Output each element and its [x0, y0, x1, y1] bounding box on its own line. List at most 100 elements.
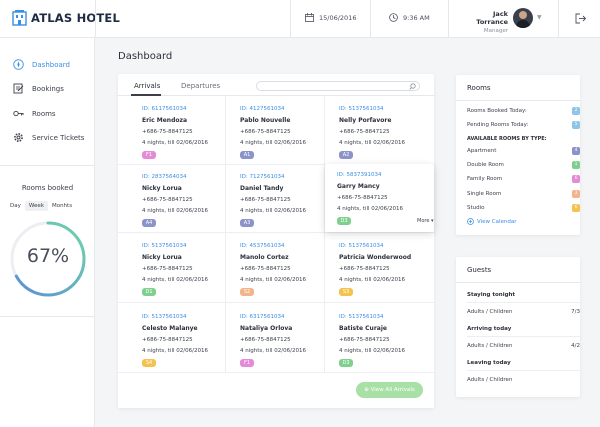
adults-children-label: Adults / Children	[467, 309, 513, 315]
tab-departures[interactable]: Departures	[181, 82, 221, 90]
period-months[interactable]: Monhts	[51, 203, 73, 209]
guest-card[interactable]: ID: 7127561034 Daniel Tandy +686-75-884712…	[240, 174, 338, 242]
guest-stay: 4 nights, till 02/06/2016	[339, 348, 405, 354]
guest-stay: 4 nights, till 02/06/2016	[142, 348, 208, 354]
pending-rooms-count: 5	[572, 121, 580, 129]
divider	[324, 96, 325, 372]
room-badge: D1	[142, 288, 156, 296]
rooms-card-title: Rooms	[467, 84, 491, 92]
guest-phone: +686-75-8847125	[142, 129, 193, 135]
guest-stay: 4 nights, till 02/06/2016	[142, 140, 208, 146]
top-bar: ATLAS HOTEL 15/06/2016 9:36 AM Jack Torr…	[0, 0, 600, 38]
period-week[interactable]: Week	[24, 201, 48, 211]
page-title: Dashboard	[118, 51, 173, 62]
staying-tonight-row: Adults / Children 7/3	[467, 309, 580, 315]
guest-stay: 4 nights, till 02/06/2016	[339, 140, 405, 146]
time-text: 9:36 AM	[403, 13, 430, 22]
room-badge: A4	[142, 219, 156, 227]
guest-stay: 4 nights, till 02/06/2016	[240, 208, 306, 214]
guest-phone: +686-75-8847125	[142, 197, 193, 203]
app-logo[interactable]: ATLAS HOTEL	[12, 10, 120, 26]
sidebar: Dashboard Bookings Rooms Service Tickets…	[0, 38, 95, 427]
room-type-row: Studio 6	[467, 203, 580, 212]
view-all-arrivals-button[interactable]: ⊕ View All Arrivals	[356, 382, 423, 398]
room-badge: F1	[240, 359, 254, 367]
adults-children-label: Adults / Children	[467, 377, 513, 383]
room-type-count: 6	[572, 203, 580, 212]
key-icon	[13, 110, 24, 117]
guest-phone: +686-75-8847125	[240, 197, 291, 203]
divider	[467, 302, 580, 303]
guest-card[interactable]: ID: 4537561034 Manolo Cortez +686-75-88471…	[240, 243, 338, 311]
room-type-count: 6	[572, 175, 580, 184]
guest-id: ID: 4537561034	[240, 243, 285, 249]
user-role: Manager	[483, 28, 508, 34]
rooms-booked-value: 67%	[26, 245, 70, 267]
divider	[370, 0, 371, 38]
guest-id: ID: 5137561034	[142, 314, 187, 320]
room-type-label: Studio	[467, 204, 485, 211]
tab-arrivals[interactable]: Arrivals	[134, 82, 161, 90]
room-badge: A1	[240, 151, 254, 159]
divider	[95, 0, 96, 38]
divider	[467, 370, 580, 371]
sidebar-item-service-tickets[interactable]: Service Tickets	[13, 132, 84, 143]
sidebar-item-label: Dashboard	[32, 60, 70, 69]
guest-card-highlighted[interactable]: ID: 5837391034 Garry Mancy +686-75-88471…	[325, 164, 434, 232]
sidebar-item-label: Service Tickets	[32, 133, 85, 142]
logout-icon[interactable]	[575, 13, 586, 24]
bookings-icon	[13, 83, 24, 94]
sidebar-item-label: Bookings	[32, 84, 64, 93]
app-name: ATLAS HOTEL	[31, 11, 120, 25]
chevron-down-icon[interactable]: ▼	[537, 14, 542, 21]
sidebar-item-bookings[interactable]: Bookings	[13, 83, 64, 94]
guest-card[interactable]: ID: 5137561034 Nicky Lorua +686-75-8847125…	[142, 243, 240, 311]
room-badge: F1	[142, 151, 156, 159]
guest-card[interactable]: ID: 4127561034 Pablo Nouvelle +686-75-8847…	[240, 106, 338, 174]
guest-name: Nataliya Orlova	[240, 325, 293, 332]
room-type-count: 1	[572, 161, 580, 170]
divider	[225, 96, 226, 372]
guest-card[interactable]: ID: 5137561034 Celesto Malanye +686-75-884…	[142, 314, 240, 382]
sidebar-item-dashboard[interactable]: Dashboard	[13, 59, 70, 70]
pending-rooms-label: Pending Rooms Today:	[467, 122, 529, 128]
guest-phone: +686-75-8847125	[142, 337, 193, 343]
guest-phone: +686-75-8847125	[240, 337, 291, 343]
guest-phone: +686-75-8847125	[339, 266, 390, 272]
guest-card[interactable]: ID: 2837564034 Nicky Lorua +686-75-8847125…	[142, 174, 240, 242]
room-type-label: Apartment	[467, 148, 497, 154]
leaving-today-heading: Leaving today	[467, 360, 511, 366]
guest-name: Batiste Curaje	[339, 325, 387, 332]
view-calendar-link[interactable]: View Calendar	[467, 218, 517, 225]
divider	[467, 336, 580, 337]
guest-phone: +686-75-8847125	[240, 266, 291, 272]
guest-id: ID: 7127561034	[240, 174, 285, 180]
sidebar-item-rooms[interactable]: Rooms	[13, 108, 56, 119]
divider	[0, 165, 95, 166]
sidebar-item-label: Rooms	[32, 109, 56, 118]
avatar[interactable]	[513, 8, 533, 28]
guest-phone: +686-75-8847125	[339, 337, 390, 343]
gear-icon	[14, 133, 23, 142]
hotel-logo-icon	[12, 10, 27, 26]
guest-stay: 4 nights, till 02/06/2016	[142, 277, 208, 283]
divider	[118, 232, 434, 233]
guest-id: ID: 5137561034	[339, 243, 384, 249]
view-all-label: View All Arrivals	[370, 387, 415, 393]
guest-card[interactable]: ID: 5137561034 Batiste Curaje +686-75-8847…	[339, 314, 437, 382]
period-day[interactable]: Day	[10, 203, 21, 209]
guest-stay: 4 nights, till 02/06/2016	[339, 277, 405, 283]
guests-card-title: Guests	[467, 266, 492, 274]
search-input[interactable]	[256, 81, 420, 91]
leaving-today-row: Adults / Children	[467, 377, 580, 383]
guest-card[interactable]: ID: 5137561034 Patricia Wonderwood +686-75…	[339, 243, 437, 311]
user-menu[interactable]: Jack Torrance Manager	[460, 10, 508, 34]
date-text: 15/06/2016	[319, 13, 357, 22]
room-type-row: Family Room 6	[467, 175, 580, 184]
guest-card[interactable]: ID: 6117561034 Eric Mendoza +686-75-884712…	[142, 106, 240, 174]
guest-phone: +686-75-8847125	[240, 129, 291, 135]
guest-card[interactable]: ID: 6317561034 Nataliya Orlova +686-75-884…	[240, 314, 338, 382]
room-type-label: Single Room	[467, 190, 502, 197]
more-button[interactable]: More ▾	[417, 218, 434, 224]
guest-card[interactable]: ID: 5137561034 Nelly Porfavore +686-75-884…	[339, 106, 437, 174]
